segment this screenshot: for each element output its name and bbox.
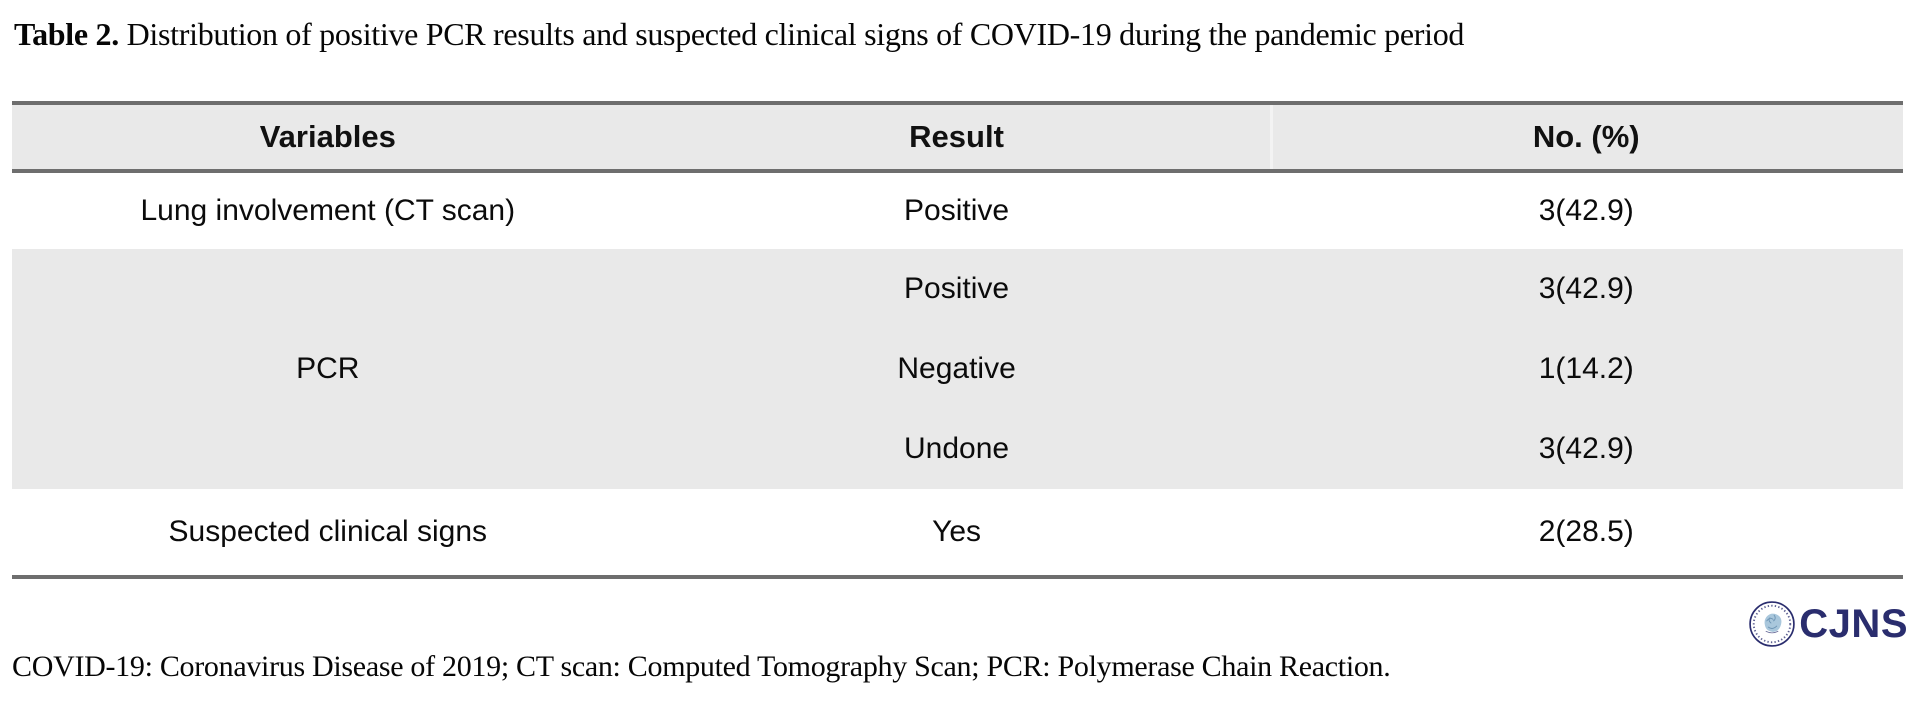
table-caption-text: Distribution of positive PCR results and… (118, 16, 1465, 52)
table-row: Undone 3(42.9) (12, 409, 1903, 489)
results-table: Variables Result No. (%) Lung involvemen… (12, 101, 1903, 579)
table-row: Lung involvement (CT scan) Positive 3(42… (12, 171, 1903, 249)
table-caption-number: Table 2. (14, 16, 119, 52)
table-row: Suspected clinical signs Yes 2(28.5) (12, 489, 1903, 577)
column-header-variables: Variables (12, 103, 644, 173)
table-row: Negative 1(14.2) (12, 329, 1903, 409)
abbreviations-note: COVID-19: Coronavirus Disease of 2019; C… (12, 650, 1391, 683)
table-row: PCR Positive 3(42.9) (12, 249, 1903, 489)
journal-logo: CJNS (1748, 598, 1908, 650)
cell-result: Yes (932, 515, 982, 548)
column-header-no-percent: No. (%) (1269, 103, 1903, 173)
cell-value: 3(42.9) (1269, 249, 1903, 329)
column-header-result: Result (643, 103, 1270, 173)
cell-value: 3(42.9) (1269, 409, 1903, 489)
cell-variable-lung-involvement: Lung involvement (CT scan) (140, 194, 516, 227)
table-caption: Table 2. Distribution of positive PCR re… (14, 16, 1894, 53)
cell-variable-pcr: PCR (12, 249, 644, 489)
journal-seal-icon (1749, 601, 1796, 647)
journal-logo-text: CJNS (1799, 602, 1908, 646)
cell-result: Negative (643, 329, 1270, 409)
cell-result: Undone (643, 409, 1270, 489)
table-header-row: Variables Result No. (%) (12, 103, 1903, 173)
cell-variable-suspected-signs: Suspected clinical signs (168, 515, 488, 548)
cell-value: 3(42.9) (1538, 194, 1634, 227)
cell-result: Positive (643, 249, 1270, 329)
cell-result: Positive (904, 194, 1010, 227)
cell-value: 2(28.5) (1538, 515, 1634, 548)
cell-value: 1(14.2) (1269, 329, 1903, 409)
